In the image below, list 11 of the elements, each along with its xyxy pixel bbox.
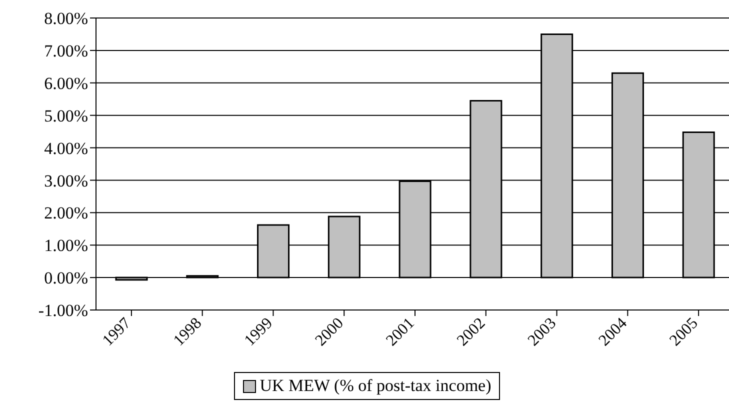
y-tick-label: 5.00% [44, 106, 88, 126]
y-tick-label: 4.00% [44, 138, 88, 158]
y-tick-label: -1.00% [38, 301, 88, 320]
y-tick-label: 8.00% [44, 9, 88, 28]
y-tick-label: 1.00% [44, 236, 88, 256]
y-tick-label: 2.00% [44, 204, 88, 223]
legend-label: UK MEW (% of post-tax income) [234, 372, 500, 400]
y-tick-label: 7.00% [44, 41, 88, 60]
y-tick-label: 3.00% [44, 171, 88, 190]
y-tick-label: 6.00% [44, 74, 88, 93]
y-tick-label: 0.00% [44, 268, 88, 288]
